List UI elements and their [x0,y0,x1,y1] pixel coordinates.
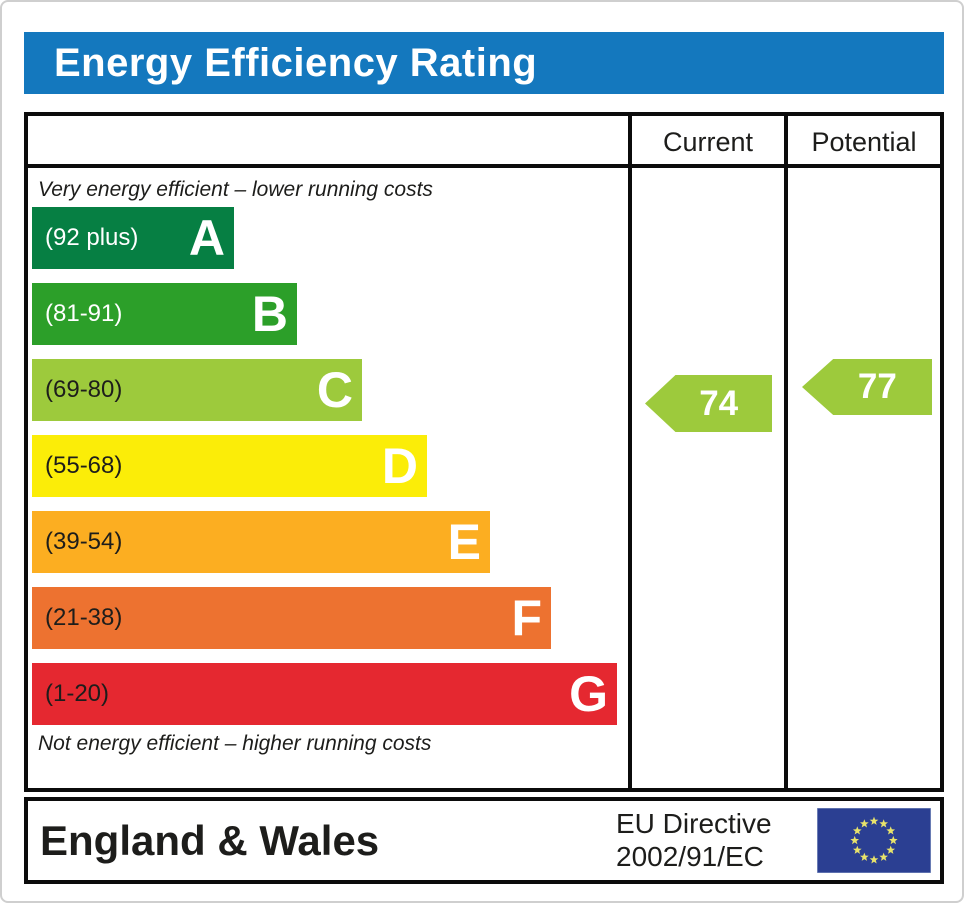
band-letter: C [316,362,353,418]
footer-bar: England & Wales EU Directive 2002/91/EC [24,797,944,884]
rating-table: Current Potential Very energy efficient … [24,112,944,792]
chart-title: Energy Efficiency Rating [54,40,538,85]
band-letter: G [569,666,608,722]
column-divider [628,116,632,788]
top-efficiency-note: Very energy efficient – lower running co… [38,178,433,201]
band-range-label: (1-20) [45,680,110,707]
band-range-label: (39-54) [45,528,123,555]
band-letter: B [251,286,288,342]
band-letter: E [447,514,481,570]
potential-rating-arrow: 77 [802,359,932,415]
table-header-row [28,116,940,168]
band-row-a: (92 plus) A [32,207,234,269]
band-row-c: (69-80) C [32,359,362,421]
bottom-efficiency-note: Not energy efficient – higher running co… [38,732,432,755]
eu-directive-line1: EU Directive [616,808,772,839]
band-row-f: (21-38) F [32,587,551,649]
band-range-label: (55-68) [45,452,123,479]
band-range-label: (92 plus) [45,224,139,251]
band-row-g: (1-20) G [32,663,617,725]
potential-rating-value: 77 [857,367,897,406]
band-range-label: (81-91) [45,300,123,327]
column-divider [784,116,788,788]
current-rating-value: 74 [699,383,739,423]
potential-column-header: Potential [811,127,917,157]
chart-title-bar: Energy Efficiency Rating [24,32,944,94]
band-row-d: (55-68) D [32,435,427,497]
region-label: England & Wales [40,817,380,864]
current-column-header: Current [662,127,754,157]
band-row-b: (81-91) B [32,283,297,345]
band-letter: A [188,210,225,266]
eu-flag-icon [817,808,931,873]
band-row-e: (39-54) E [32,511,490,573]
band-letter: F [511,590,542,646]
eu-directive-text: EU Directive 2002/91/EC [616,808,772,874]
current-rating-arrow: 74 [645,375,772,432]
band-range-label: (21-38) [45,604,123,631]
band-letter: D [381,438,418,494]
band-range-label: (69-80) [45,376,123,403]
eu-directive-line2: 2002/91/EC [616,840,764,872]
